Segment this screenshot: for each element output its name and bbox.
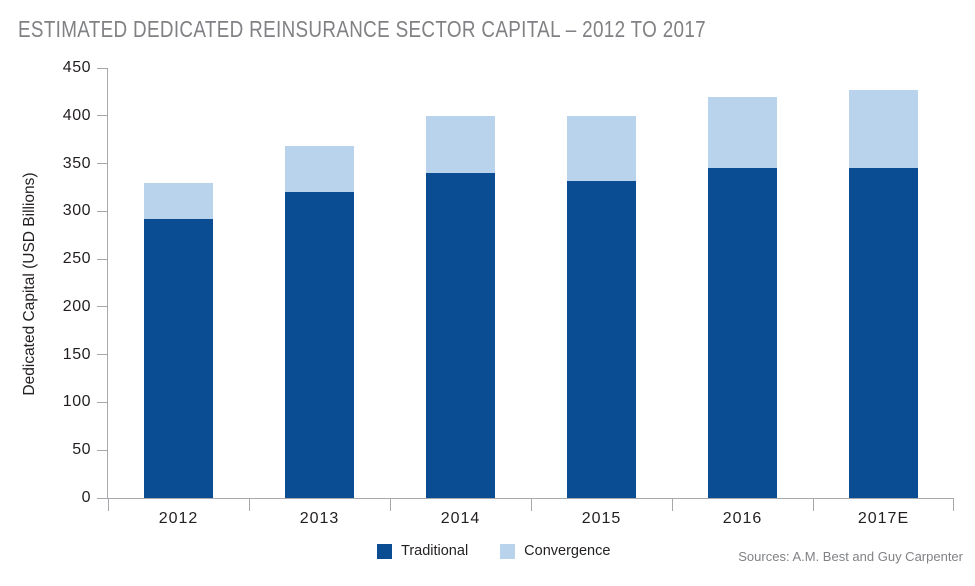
bar-segment-convergence-2014 [426, 115, 495, 174]
bar-segment-traditional-2017e [849, 168, 918, 498]
y-tick-label: 0 [81, 489, 91, 506]
bar-segment-traditional-2012 [144, 218, 213, 498]
x-tick-label: 2016 [722, 510, 763, 527]
y-tick-label: 150 [62, 345, 91, 363]
x-tick-mark [531, 499, 532, 511]
x-tick-mark [953, 499, 954, 511]
y-tick-label: 300 [62, 202, 91, 220]
legend-swatch-convergence [500, 543, 516, 559]
plot-area: 0 50 100 150 200 250 300 350 400 450 2012 2013 2014 2… [63, 60, 954, 527]
x-tick-mark [390, 499, 391, 511]
bar-segment-convergence-2017e [849, 90, 918, 169]
legend-label: Convergence [524, 543, 611, 559]
bar-segment-traditional-2016 [708, 168, 777, 498]
y-tick-mark [97, 115, 107, 117]
y-tick-label: 200 [62, 297, 91, 315]
y-tick-mark [97, 67, 107, 69]
x-tick-label: 2017E [857, 510, 910, 527]
legend-label: Traditional [401, 543, 469, 559]
x-tick-mark [108, 499, 109, 511]
legend-item-convergence: Convergence [500, 543, 610, 559]
x-tick-label: 2015 [581, 510, 622, 527]
y-tick-label: 50 [72, 441, 91, 459]
x-tick-mark [249, 499, 250, 511]
legend-item-traditional: Traditional [377, 543, 468, 559]
y-axis-title: Dedicated Capital (USD Billions) [21, 172, 38, 396]
bar-segment-traditional-2013 [285, 192, 354, 498]
x-tick-label: 2013 [299, 510, 340, 527]
bar-segment-convergence-2016 [708, 96, 777, 169]
y-tick-label: 100 [62, 393, 91, 411]
y-tick-mark [97, 401, 107, 403]
y-tick-mark [97, 306, 107, 308]
y-tick-label: 250 [62, 250, 91, 268]
y-tick-mark [97, 163, 107, 165]
x-tick-mark [672, 499, 673, 511]
y-tick-label: 350 [62, 154, 91, 172]
y-tick-label: 400 [62, 106, 91, 124]
bar-segment-traditional-2015 [567, 180, 636, 498]
y-tick-mark [97, 210, 107, 212]
y-tick-label: 450 [62, 59, 91, 76]
y-tick-mark [97, 354, 107, 356]
y-tick-mark [97, 497, 107, 499]
legend-swatch-traditional [377, 543, 392, 559]
bar-segment-traditional-2014 [426, 173, 495, 498]
legend: Traditional Convergence [377, 543, 610, 559]
y-tick-mark [97, 449, 107, 451]
bar-segment-convergence-2012 [144, 182, 213, 219]
chart-title: ESTIMATED DEDICATED REINSURANCE SECTOR C… [18, 16, 706, 42]
y-tick-mark [97, 258, 107, 260]
bar-segment-convergence-2015 [567, 115, 636, 181]
bar-segment-convergence-2013 [285, 146, 354, 193]
x-tick-label: 2012 [158, 510, 199, 527]
source-note: Sources: A.M. Best and Guy Carpenter [738, 549, 963, 564]
x-tick-label: 2014 [440, 510, 481, 527]
x-tick-mark [813, 499, 814, 511]
